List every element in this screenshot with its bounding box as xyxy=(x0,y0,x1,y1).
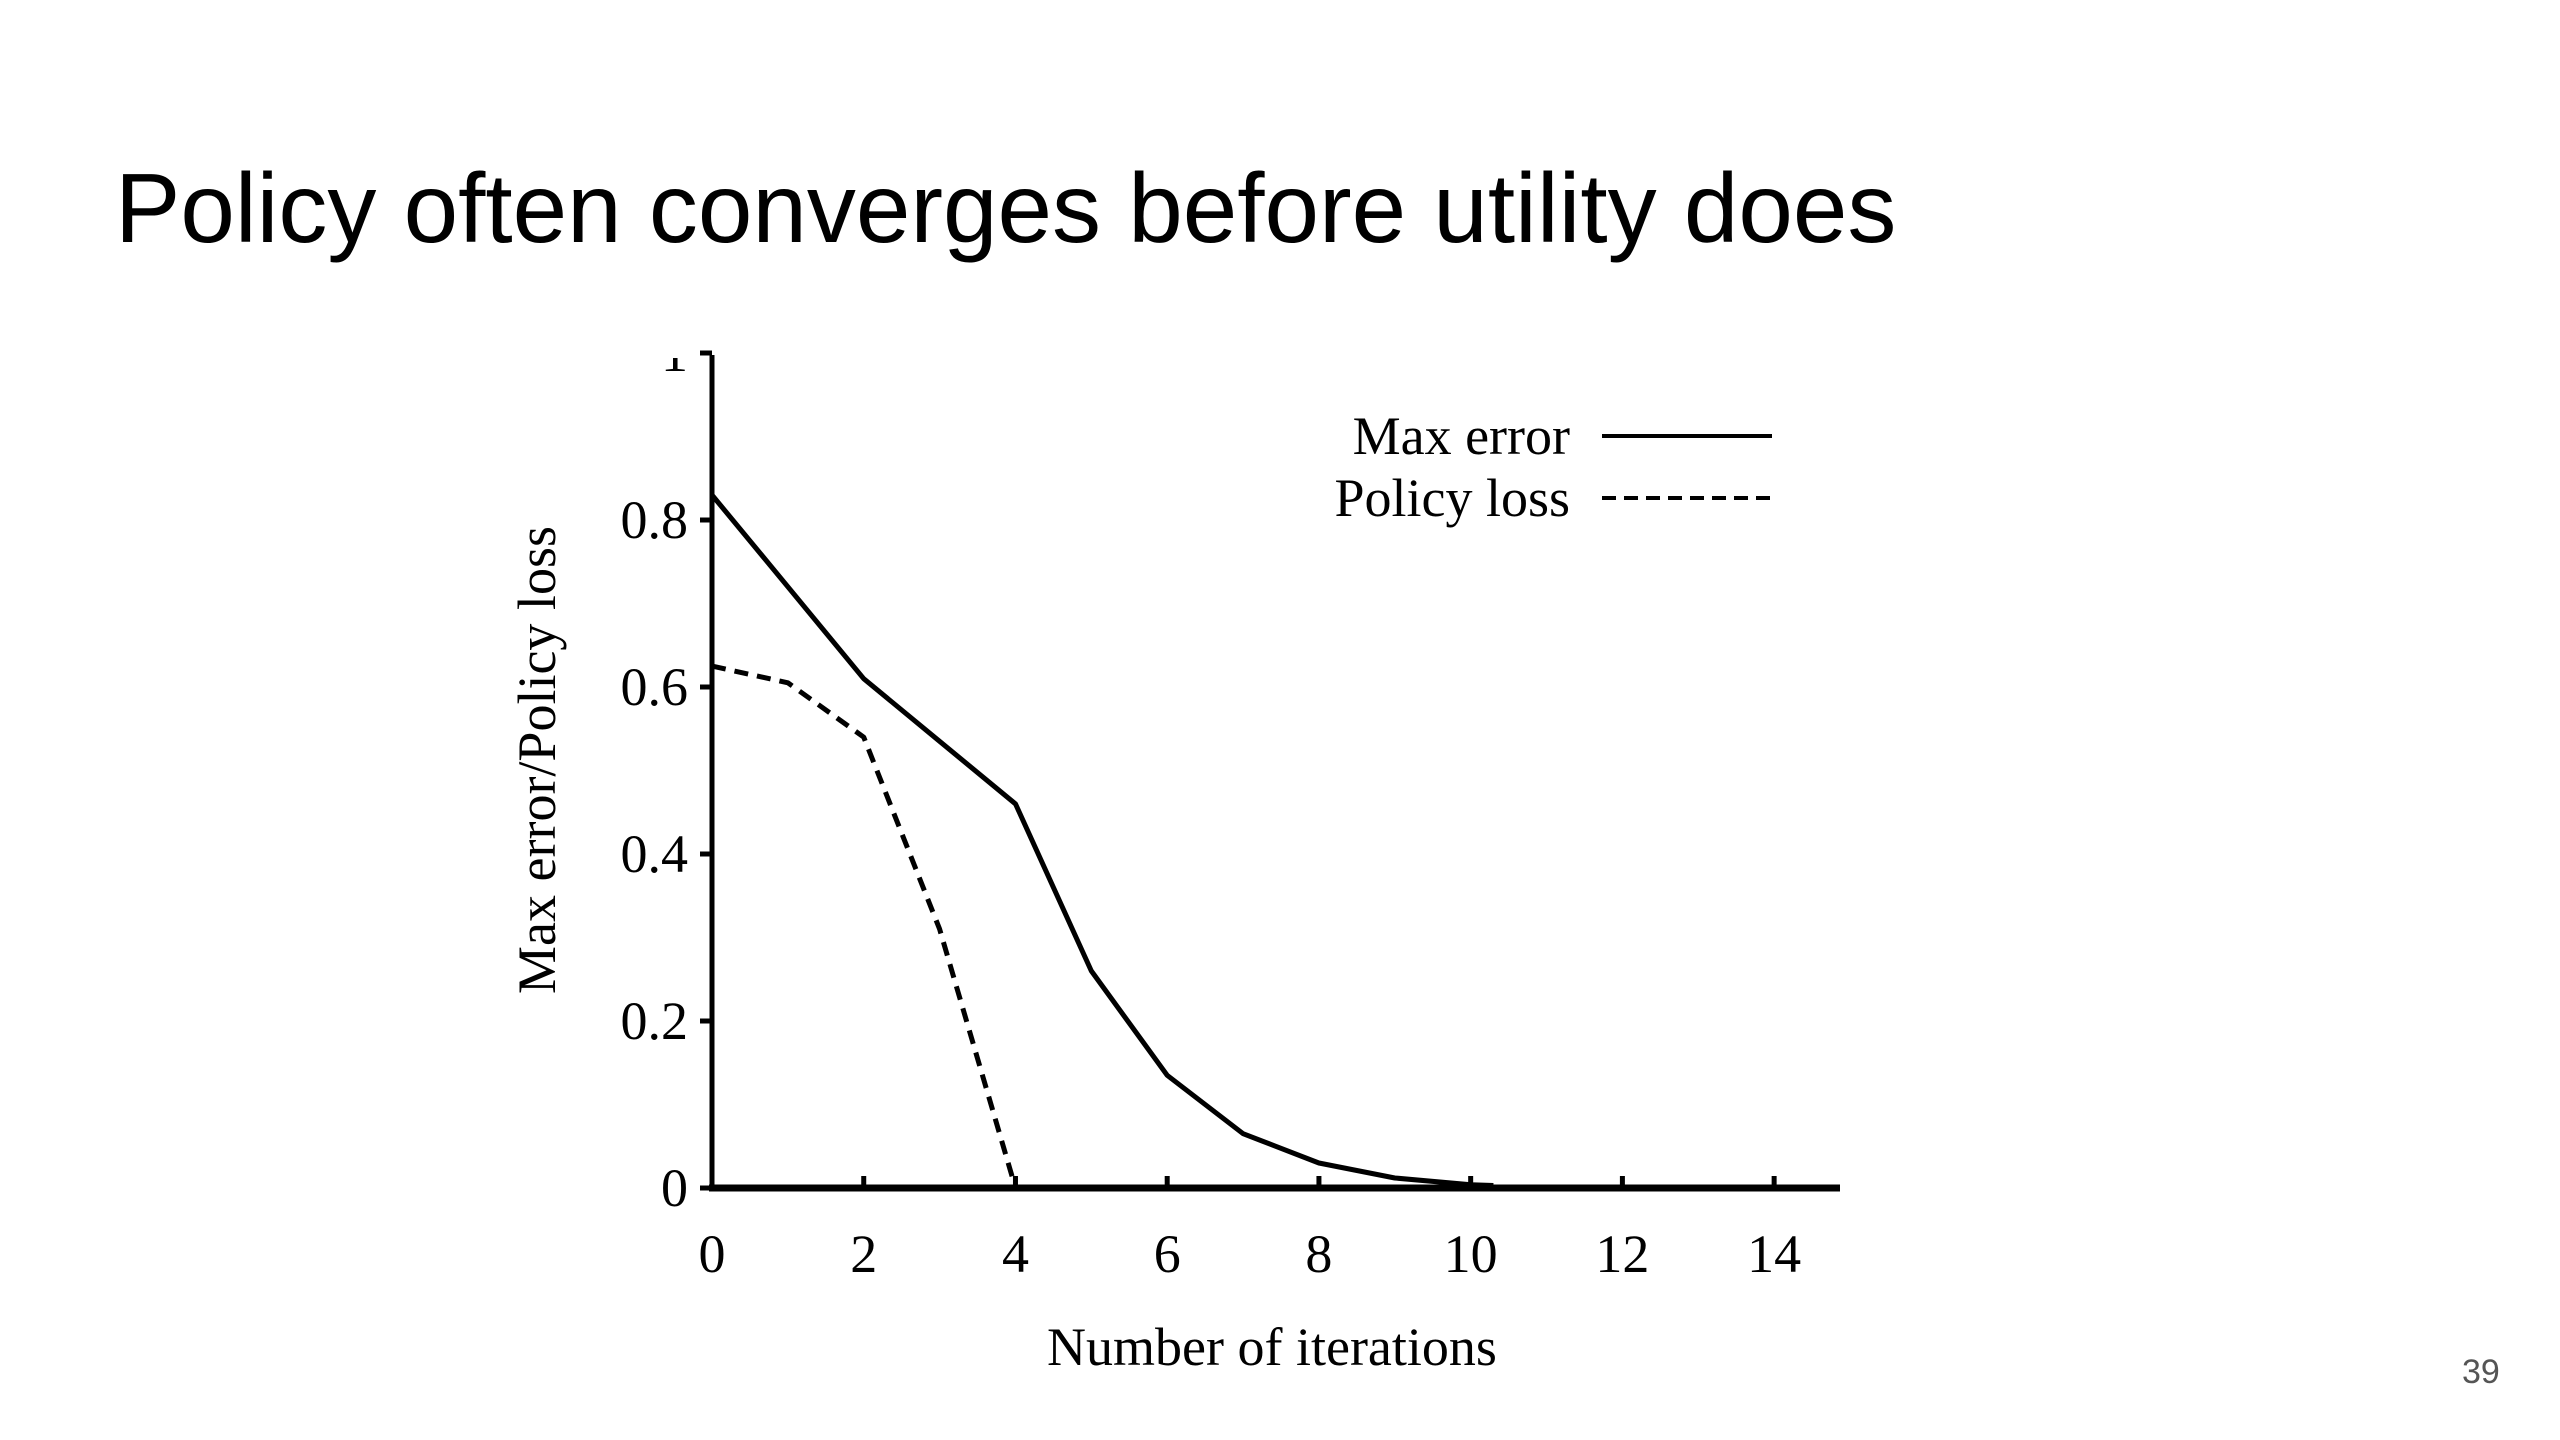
x-tick-label: 10 xyxy=(1444,1224,1498,1284)
legend-label: Policy loss xyxy=(1334,468,1570,528)
y-tick-label: 0.8 xyxy=(621,490,689,550)
x-tick-label: 6 xyxy=(1154,1224,1181,1284)
x-tick-label: 12 xyxy=(1595,1224,1649,1284)
x-tick-label: 0 xyxy=(699,1224,726,1284)
series-line-policy-loss xyxy=(711,663,1018,1189)
chart-series xyxy=(710,493,1494,1189)
y-tick-label: 0 xyxy=(661,1158,688,1218)
page-number: 39 xyxy=(2462,1353,2500,1391)
x-tick-label: 14 xyxy=(1747,1224,1801,1284)
x-axis-label: Number of iterations xyxy=(1047,1317,1497,1377)
chart-axes: 00.20.40.60.810 2 4 6 8 10 12 14 xyxy=(621,323,1840,1284)
series-line-max-error xyxy=(710,493,1494,1188)
y-tick-label: 1 xyxy=(661,323,688,383)
y-axis-label: Max error/Policy loss xyxy=(507,526,567,994)
x-tick-label: 4 xyxy=(1002,1224,1029,1284)
legend-label: Max error xyxy=(1353,406,1570,466)
y-tick-label: 0.4 xyxy=(621,824,689,884)
y-tick-label: 0.6 xyxy=(621,657,689,717)
x-tick-label: 8 xyxy=(1305,1224,1332,1284)
y-tick-label: 0.2 xyxy=(621,991,689,1051)
x-tick-label: 2 xyxy=(850,1224,877,1284)
slide-title: Policy often converges before utility do… xyxy=(115,153,1897,263)
